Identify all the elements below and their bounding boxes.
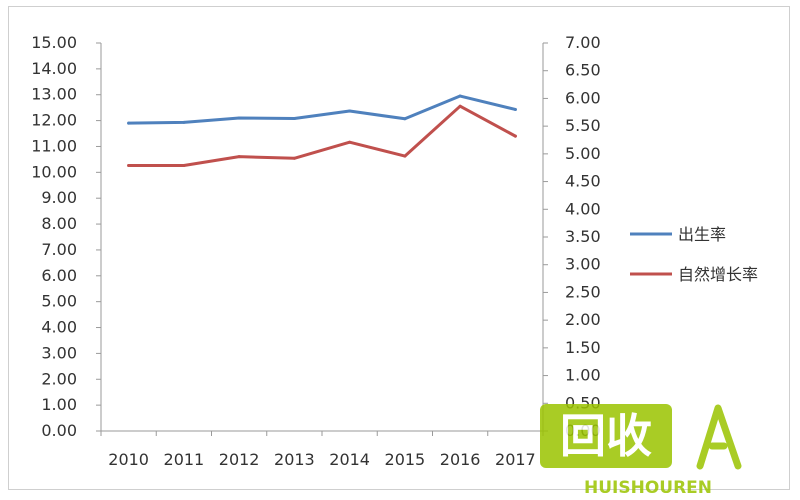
y-left-tick-label: 15.00 — [31, 33, 77, 52]
y-right-tick-label: 6.00 — [565, 88, 601, 107]
x-tick-label: 2016 — [440, 450, 481, 469]
y-right-tick-label: 2.00 — [565, 310, 601, 329]
legend-label: 出生率 — [678, 225, 726, 244]
series-line-1 — [127, 94, 517, 125]
watermark-logo: 回收 HUISHOUREN — [540, 404, 742, 498]
data-point — [127, 163, 131, 167]
y-left-tick-label: 1.00 — [41, 395, 77, 414]
y-left-tick-label: 8.00 — [41, 214, 77, 233]
watermark-subtext: HUISHOUREN — [584, 478, 712, 498]
y-right-tick-label: 4.50 — [565, 172, 601, 191]
series-lines — [127, 94, 517, 167]
data-point — [513, 107, 517, 111]
y-left-tick-label: 7.00 — [41, 240, 77, 259]
y-right-tick-label: 2.50 — [565, 282, 601, 301]
data-point — [292, 117, 296, 121]
data-point — [403, 117, 407, 121]
x-tick-label: 2011 — [164, 450, 205, 469]
y-right-tick-label: 6.50 — [565, 61, 601, 80]
y-left-tick-label: 2.00 — [41, 369, 77, 388]
y-right-tick-label: 3.00 — [565, 255, 601, 274]
y-left-tick-label: 13.00 — [31, 85, 77, 104]
y-right-tick-label: 5.00 — [565, 144, 601, 163]
data-point — [403, 154, 407, 158]
data-point — [237, 116, 241, 120]
x-tick-label: 2010 — [108, 450, 149, 469]
data-point — [127, 121, 131, 125]
data-point — [458, 104, 462, 108]
y-left-tick-label: 5.00 — [41, 292, 77, 311]
y-left-tick-label: 4.00 — [41, 318, 77, 337]
y-left-tick-label: 14.00 — [31, 59, 77, 78]
series-line-2 — [127, 104, 517, 167]
y-left-tick-label: 3.00 — [41, 343, 77, 362]
data-point — [237, 155, 241, 159]
y-left-tick-label: 12.00 — [31, 111, 77, 130]
x-tick-label: 2015 — [385, 450, 426, 469]
legend-label: 自然增长率 — [678, 265, 758, 284]
y-left-tick-label: 6.00 — [41, 266, 77, 285]
y-left-tick-label: 9.00 — [41, 188, 77, 207]
axes: 0.00 1.00 2.00 3.00 4.00 5.00 6.00 7.00 8.00 9.00… — [31, 33, 600, 469]
y-right-tick-label: 5.50 — [565, 116, 601, 135]
data-point — [182, 163, 186, 167]
data-point — [458, 94, 462, 98]
x-tick-label: 2017 — [495, 450, 536, 469]
watermark-text: 回收 — [560, 409, 652, 463]
x-tick-label: 2013 — [274, 450, 315, 469]
y-right-tick-label: 1.50 — [565, 338, 601, 357]
y-right-tick-label: 1.00 — [565, 366, 601, 385]
y-right-tick-label: 7.00 — [565, 33, 601, 52]
data-point — [513, 134, 517, 138]
x-tick-label: 2014 — [329, 450, 370, 469]
data-point — [292, 156, 296, 160]
data-point — [182, 120, 186, 124]
watermark-figure-icon — [696, 404, 742, 470]
y-left-tick-label: 10.00 — [31, 162, 77, 181]
y-left-tick-label: 0.00 — [41, 421, 77, 440]
y-right-tick-label: 4.00 — [565, 199, 601, 218]
x-tick-label: 2012 — [219, 450, 260, 469]
data-point — [348, 109, 352, 113]
y-right-tick-label: 3.50 — [565, 227, 601, 246]
data-point — [348, 140, 352, 144]
y-left-tick-label: 11.00 — [31, 136, 77, 155]
watermark-badge — [540, 404, 672, 468]
